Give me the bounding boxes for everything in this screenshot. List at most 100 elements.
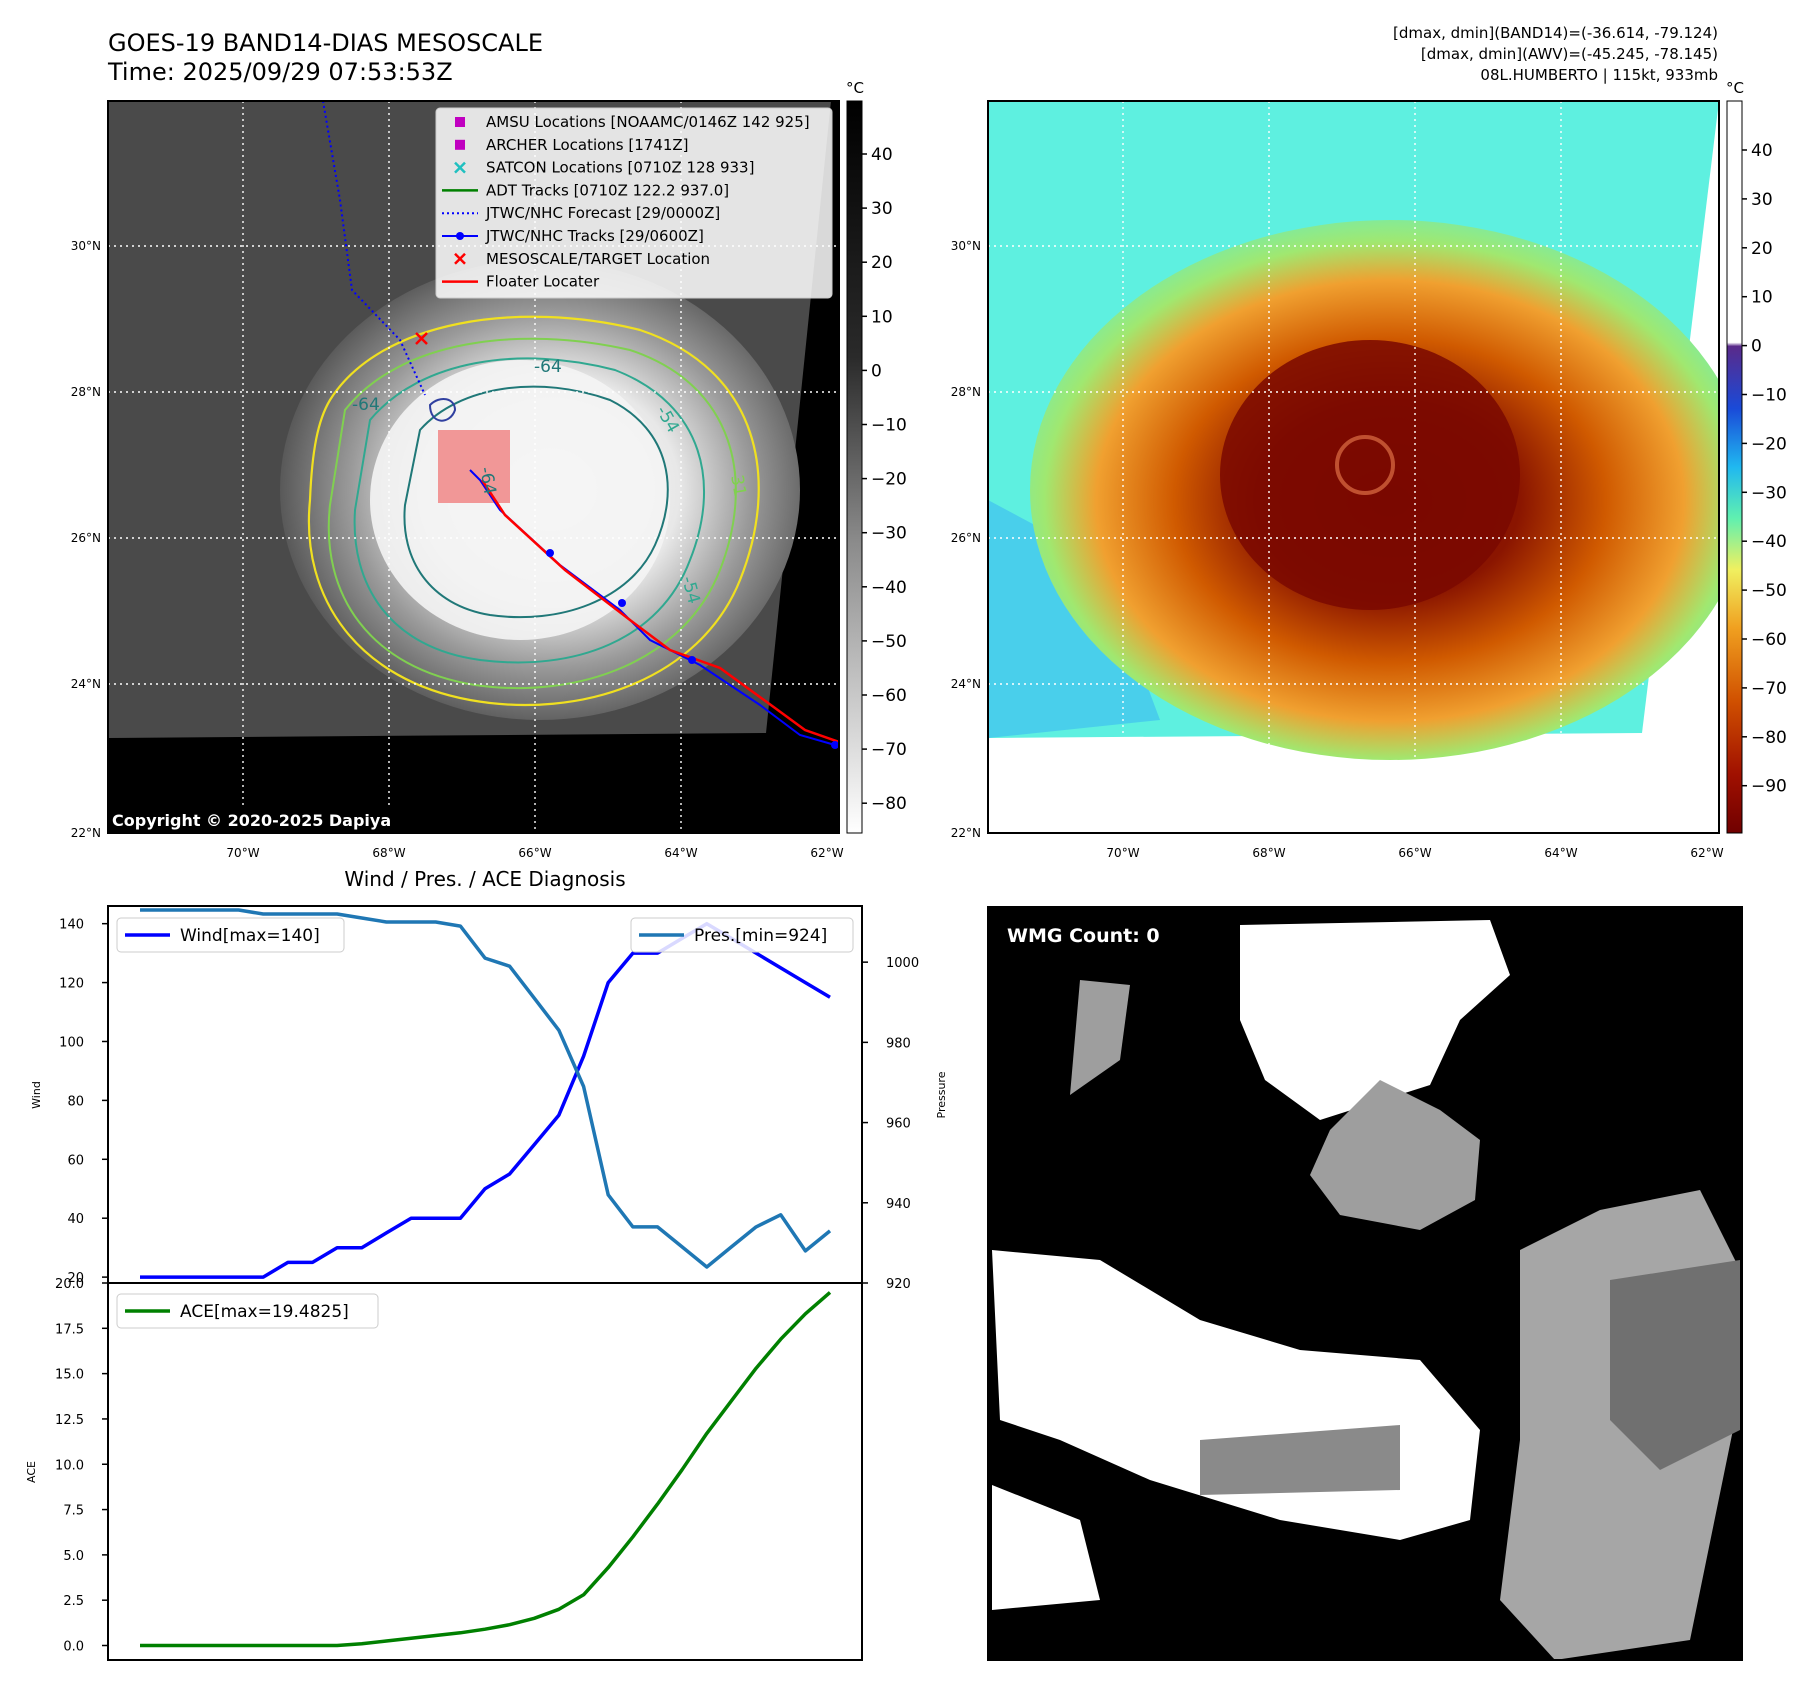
ir-contour-blue <box>428 398 457 422</box>
info-line1: [dmax, dmin](BAND14)=(-36.614, -79.124) <box>1393 24 1718 42</box>
copyright-text: Copyright © 2020-2025 Dapiya <box>112 811 391 830</box>
legend-label: ADT Tracks [0710Z 122.2 937.0] <box>486 181 729 199</box>
colorbar-tick-label: −80 <box>1751 728 1787 748</box>
wind-legend-box <box>116 917 345 953</box>
legend-label: JTWC/NHC Forecast [29/0000Z] <box>485 204 720 222</box>
colorbar-tick-label: −60 <box>1751 630 1787 650</box>
lat-label: 24°N <box>951 677 981 691</box>
awv-lat-labels: 30°N 28°N 26°N 24°N 22°N <box>951 239 981 840</box>
wind-ytick-label: 120 <box>59 977 84 992</box>
awv-map-panel: 30°N 28°N 26°N 24°N 22°N 70°W 68°W 66°W 64°W 62°… <box>951 100 1724 860</box>
legend-label: SATCON Locations [0710Z 128 933] <box>486 159 754 177</box>
ace-ytick-label: 2.5 <box>63 1594 84 1609</box>
awv-core <box>1220 340 1520 610</box>
colorbar-tick-label: −10 <box>871 416 907 436</box>
ace-ytick-label: 17.5 <box>55 1322 84 1337</box>
colorbar-tick-label: −30 <box>871 524 907 544</box>
colorbar-tick-label: 10 <box>871 307 893 327</box>
awv-lon-labels: 70°W 68°W 66°W 64°W 62°W <box>1106 846 1723 860</box>
lat-label: 26°N <box>951 531 981 545</box>
lon-label: 64°W <box>664 846 697 860</box>
pressure-ylabel: Pressure <box>935 1071 948 1118</box>
ace-ylabel: ACE <box>25 1461 38 1483</box>
ace-ytick-label: 5.0 <box>63 1549 84 1564</box>
ir-target-marker <box>415 332 428 345</box>
pressure-legend: Pres.[min=924] <box>630 917 854 953</box>
pressure-ytick-label: 920 <box>886 1277 911 1292</box>
title-line1: GOES-19 BAND14-DIAS MESOSCALE <box>108 29 543 57</box>
legend-label: JTWC/NHC Tracks [29/0600Z] <box>485 227 704 245</box>
wind-ylabel: Wind <box>30 1081 43 1109</box>
wind-legend: Wind[max=140] <box>116 917 345 953</box>
ir-contour-label: -31 <box>725 467 750 498</box>
wind-ytick-label: 100 <box>59 1035 84 1050</box>
awv-map-frame <box>987 100 1720 834</box>
ir-floater-track <box>480 479 839 744</box>
awv-gridlines <box>988 101 1719 833</box>
wmg-frame <box>987 906 1743 1661</box>
wind-ytick-label: 140 <box>59 918 84 933</box>
colorbar-tick-label: 0 <box>871 361 882 381</box>
wind-ytick-label: 60 <box>67 1153 84 1168</box>
ir-lat-labels: 30°N 28°N 26°N 24°N 22°N <box>71 239 101 840</box>
legend-label: AMSU Locations [NOAAMC/0146Z 142 925] <box>486 113 810 131</box>
ir-jtwc-points <box>546 549 839 749</box>
lat-label: 30°N <box>951 239 981 253</box>
legend-marker-x <box>454 252 466 265</box>
colorbar-tick-label: −60 <box>871 686 907 706</box>
wind-legend-label: Wind[max=140] <box>180 926 320 946</box>
awv-colorbar: °C 40 30 20 10 0 −10 −20 −30 −40 −50 −60 −70 −80 −90 <box>1726 79 1787 834</box>
ace-legend: ACE[max=19.4825] <box>116 1293 379 1329</box>
ir-contour-yellow <box>307 315 760 707</box>
legend-item: JTWC/NHC Forecast [29/0000Z] <box>442 204 720 222</box>
legend-marker-dot <box>456 232 464 240</box>
lat-label: 24°N <box>71 677 101 691</box>
colorbar-tick-label: −20 <box>1751 434 1787 454</box>
lat-label: 28°N <box>951 385 981 399</box>
legend-item: JTWC/NHC Tracks [29/0600Z] <box>442 227 704 245</box>
info-line2: [dmax, dmin](AWV)=(-45.245, -78.145) <box>1421 45 1718 63</box>
colorbar-tick-label: 20 <box>871 253 893 273</box>
colorbar-tick-label: 30 <box>871 199 893 219</box>
lon-label: 70°W <box>226 846 259 860</box>
info-line3: 08L.HUMBERTO | 115kt, 933mb <box>1480 66 1718 84</box>
legend-label: Floater Locater <box>486 273 600 291</box>
legend-marker-square <box>455 117 465 127</box>
legend-label: ARCHER Locations [1741Z] <box>486 136 689 154</box>
lon-label: 62°W <box>810 846 843 860</box>
legend-item: AMSU Locations [NOAAMC/0146Z 142 925] <box>455 113 810 131</box>
wind-chart-frame <box>107 905 863 1284</box>
ace-ytick-label: 0.0 <box>63 1640 84 1655</box>
wmg-white-north <box>1240 920 1510 1120</box>
ir-forecast-track <box>322 101 426 396</box>
ace-legend-box <box>116 1293 379 1329</box>
colorbar-tick-label: 40 <box>1751 141 1773 161</box>
colorbar-tick-label: 30 <box>1751 190 1773 210</box>
ace-ytick-label: 15.0 <box>55 1368 84 1383</box>
colorbar-tick-label: −70 <box>871 740 907 760</box>
pressure-legend-box <box>630 917 854 953</box>
ir-contour-label: -64 <box>352 395 380 415</box>
pressure-ytick-label: 940 <box>886 1197 911 1212</box>
pressure-legend-label: Pres.[min=924] <box>694 926 827 946</box>
map-legend: AMSU Locations [NOAAMC/0146Z 142 925] ARC… <box>435 107 833 299</box>
lat-label: 30°N <box>71 239 101 253</box>
wmg-count-label: WMG Count: 0 <box>1007 925 1160 947</box>
colorbar-tick-label: −10 <box>1751 386 1787 406</box>
ir-contour-label: -64 <box>534 357 562 377</box>
wmg-white-southwest <box>992 1485 1100 1610</box>
ir-contour-teal <box>353 357 706 664</box>
ir-contour-label: -64 <box>475 465 500 496</box>
colorbar-tick-label: −40 <box>871 578 907 598</box>
lon-label: 68°W <box>372 846 405 860</box>
diagnosis-title: Wind / Pres. / ACE Diagnosis <box>344 867 625 891</box>
lat-label: 22°N <box>951 826 981 840</box>
pressure-series-line <box>140 908 832 1269</box>
copyright-bg <box>108 806 420 833</box>
wind-ytick-label: 80 <box>67 1094 84 1109</box>
pressure-ytick-label: 1000 <box>886 956 919 971</box>
awv-colorbar-unit: °C <box>1726 79 1744 97</box>
ir-contour-lightgreen <box>327 337 737 689</box>
